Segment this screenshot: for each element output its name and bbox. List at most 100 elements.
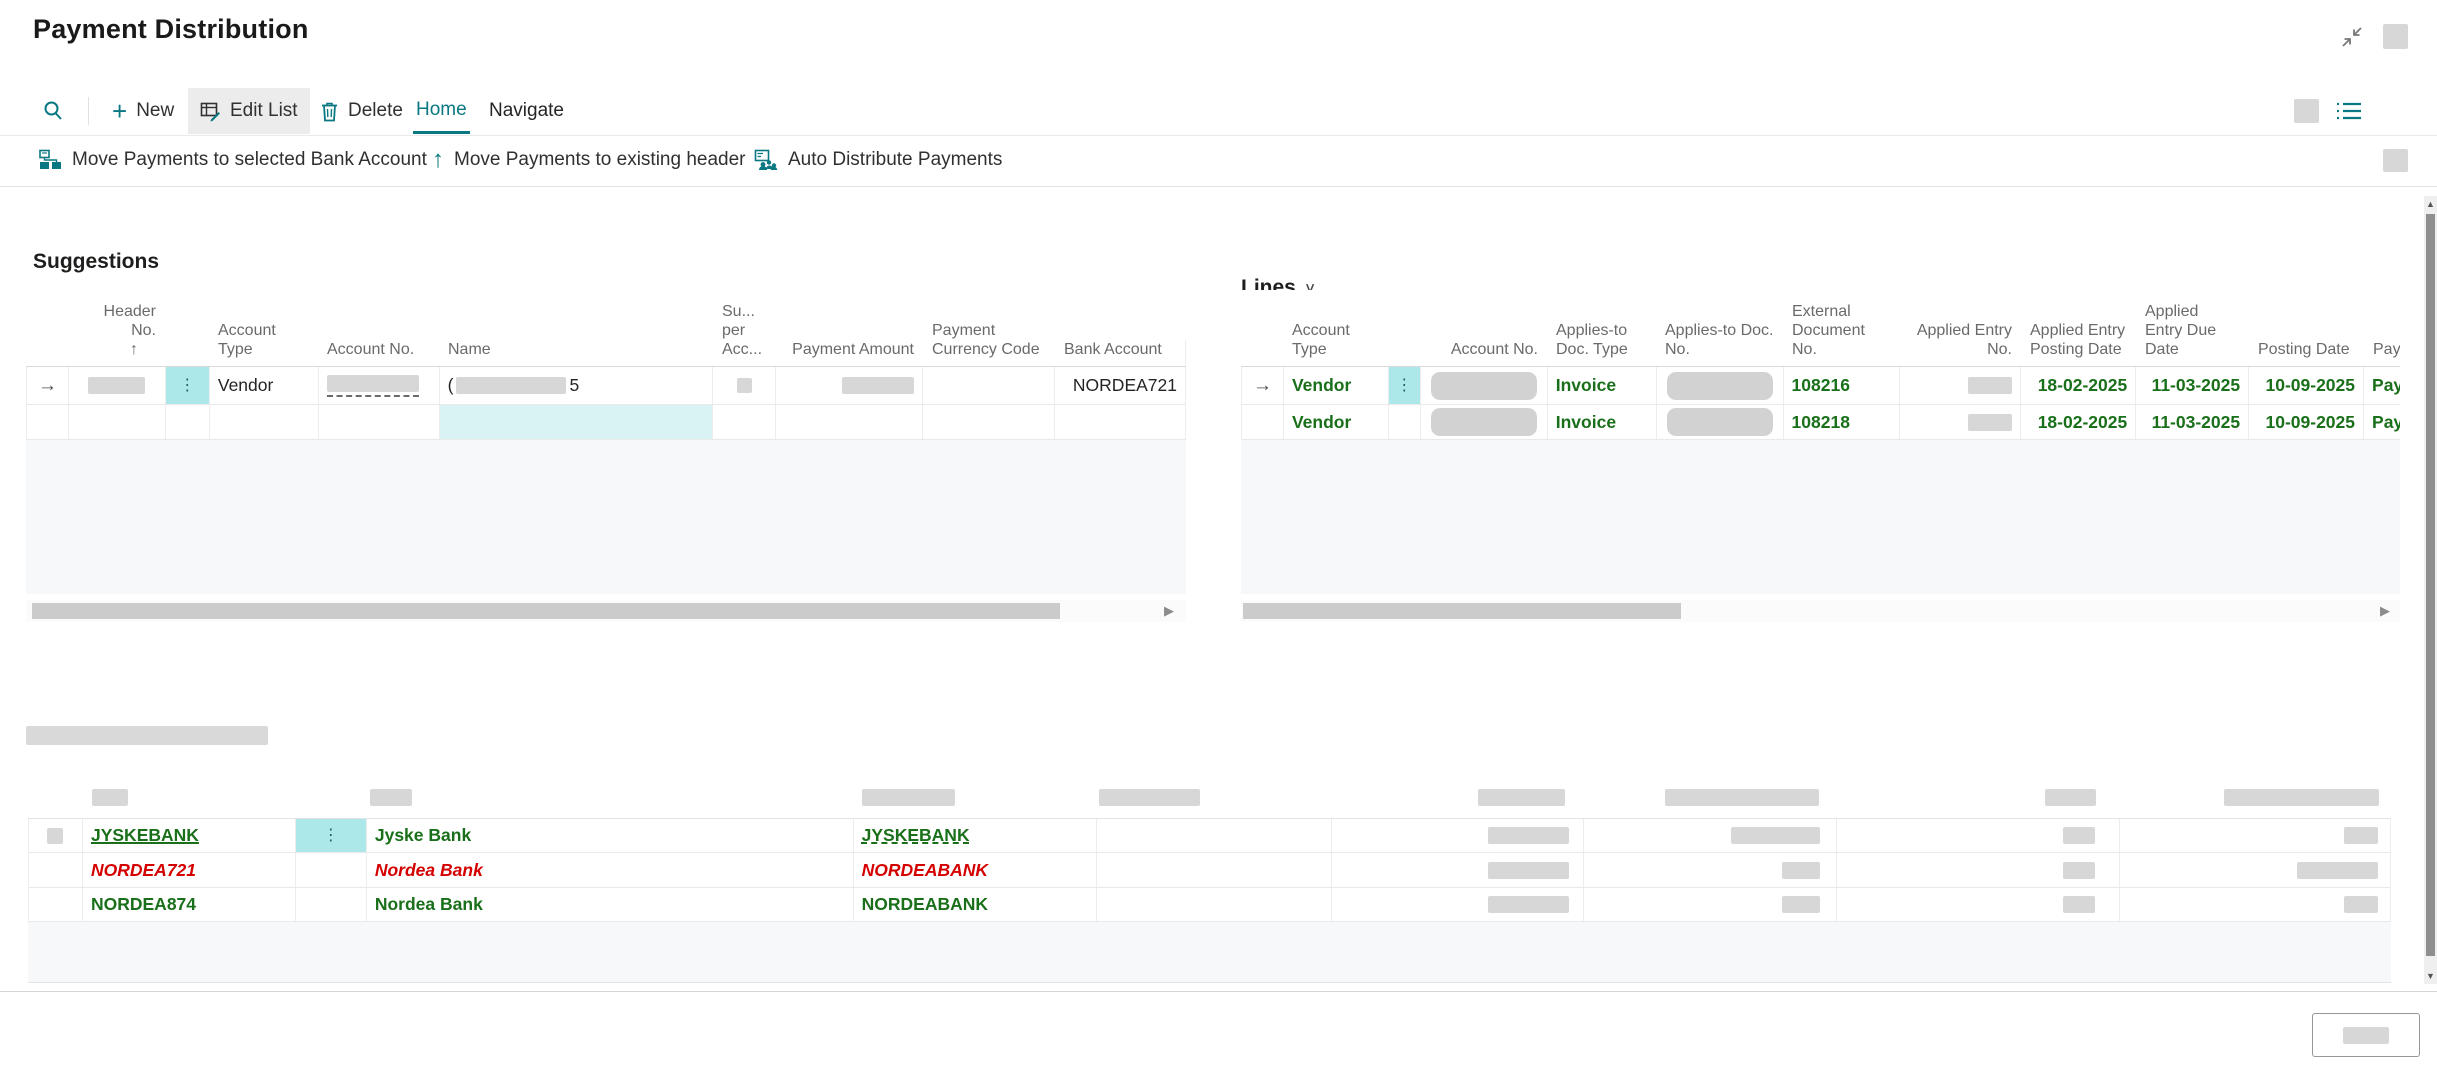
redacted-window-button[interactable] (2383, 24, 2408, 49)
applied-posting-date-cell[interactable]: 18-02-2025 (2021, 405, 2137, 439)
account-type-cell[interactable]: Vendor (1284, 405, 1389, 439)
external-doc-no-cell[interactable]: 108218 (1784, 405, 1901, 439)
external-doc-no-cell[interactable]: 108216 (1784, 367, 1901, 404)
bank-name-cell[interactable]: Nordea Bank (367, 888, 854, 921)
redacted-account-no (326, 374, 419, 392)
page-vscroll-thumb[interactable] (2426, 214, 2435, 956)
row-actions-cell[interactable]: ⋮ (1388, 367, 1421, 404)
name-cell[interactable]: ( 5 (440, 367, 714, 404)
suggestions-row-2[interactable] (26, 405, 1186, 440)
bank-account-cell[interactable]: NORDEA721 (1055, 367, 1186, 404)
suggestions-col-indicator (26, 359, 68, 366)
selected-name-cell[interactable] (439, 405, 714, 439)
redacted-column-header[interactable] (370, 789, 412, 806)
ellipsis-icon: ⋮ (179, 376, 196, 394)
suggestions-col-bank-account[interactable]: Bank Account (1055, 340, 1186, 366)
lines-row-1[interactable]: → Vendor ⋮ Invoice 108216 18-02-2025 11-… (1241, 367, 2400, 405)
scroll-right-icon[interactable]: ▶ (1164, 603, 1174, 618)
redacted-column-header[interactable] (1478, 789, 1565, 806)
bank-row-nordea721[interactable]: NORDEA721 Nordea Bank NORDEABANK (28, 853, 2391, 888)
scroll-right-icon[interactable]: ▶ (2380, 603, 2390, 618)
applied-due-date-cell[interactable]: 11-03-2025 (2136, 367, 2250, 404)
row-actions-cell[interactable]: ⋮ (165, 367, 210, 404)
account-no-cell[interactable] (319, 367, 440, 404)
lines-col-account-no[interactable]: Account No. (1450, 341, 1538, 358)
bank-name-cell[interactable]: Nordea Bank (367, 853, 854, 887)
lines-col-external-doc-no[interactable]: External Document No. (1792, 303, 1865, 358)
bank-code-cell[interactable]: JYSKEBANK (83, 819, 296, 852)
posting-date-cell[interactable]: 10-09-2025 (2249, 367, 2365, 404)
search-button[interactable] (30, 88, 76, 134)
bank-name-cell[interactable]: Jyske Bank (367, 819, 854, 852)
doc-type-cell[interactable]: Invoice (1548, 405, 1657, 439)
lines-hscroll-thumb[interactable] (1243, 603, 1681, 619)
redacted-column-header[interactable] (2224, 789, 2379, 806)
redacted-checkbox[interactable] (736, 378, 752, 393)
row-actions-cell[interactable]: ⋮ (295, 819, 367, 852)
bank-row-nordea874[interactable]: NORDEA874 Nordea Bank NORDEABANK (28, 888, 2391, 922)
delete-button[interactable]: Delete (308, 88, 415, 134)
posting-date-cell[interactable]: 10-09-2025 (2249, 405, 2365, 439)
redacted-toolbar-button[interactable] (2294, 99, 2319, 123)
bank-row-jyskebank[interactable]: JYSKEBANK ⋮ Jyske Bank JYSKEBANK (28, 819, 2391, 853)
lines-col-payment[interactable]: Payr (2373, 341, 2400, 358)
suggestions-col-payment-currency[interactable]: Payment Currency Code (932, 322, 1040, 358)
tab-home[interactable]: Home (413, 88, 470, 134)
payment-cell[interactable]: Pay (2372, 411, 2400, 432)
suggestions-col-payment-amount[interactable]: Payment Amount (792, 341, 914, 358)
edit-list-button[interactable]: Edit List (188, 88, 310, 134)
suggestions-hscrollbar[interactable]: ▶ (26, 600, 1186, 622)
suggestions-col-header-no[interactable]: Header No. ↑ (103, 303, 156, 358)
lines-row-2[interactable]: Vendor Invoice 108218 18-02-2025 11-03-2… (1241, 405, 2400, 440)
redacted-column-header[interactable] (92, 789, 128, 806)
lines-col-applied-entry-no[interactable]: Applied Entry No. (1916, 322, 2012, 358)
auto-distribute-label: Auto Distribute Payments (788, 149, 1003, 170)
bank-code-cell[interactable]: NORDEA721 (83, 853, 296, 887)
payment-currency-cell[interactable] (923, 367, 1056, 404)
bank-code-cell[interactable]: NORDEA874 (83, 888, 296, 921)
lines-col-applies-doc-no[interactable]: Applies-to Doc. No. (1665, 322, 1774, 358)
scroll-down-icon[interactable]: ▼ (2426, 971, 2435, 981)
lines-col-account-type[interactable]: Account Type (1292, 322, 1350, 358)
bank-branch-code-cell[interactable]: NORDEABANK (854, 888, 1097, 921)
redacted-value (2063, 861, 2096, 879)
redacted-account-no (1430, 371, 1537, 400)
redacted-action-button[interactable] (2383, 149, 2408, 172)
doc-type-cell[interactable]: Invoice (1548, 367, 1657, 404)
move-payments-to-header-button[interactable]: ↑ Move Payments to existing header (432, 135, 746, 185)
scroll-up-icon[interactable]: ▲ (2426, 199, 2435, 209)
new-button[interactable]: + New (100, 88, 186, 134)
lines-col-applied-due-date[interactable]: Applied Entry Due Date (2145, 303, 2217, 358)
account-type-cell[interactable]: Vendor (210, 367, 319, 404)
suggestions-col-account-no[interactable]: Account No. (327, 341, 415, 358)
suggestions-col-sum-per-acc[interactable]: Su... per Acc... (722, 303, 763, 358)
account-type-cell[interactable]: Vendor (1284, 367, 1389, 404)
redacted-column-header[interactable] (2045, 789, 2096, 806)
bank-branch-code-cell[interactable]: NORDEABANK (854, 853, 1097, 887)
view-options-icon[interactable] (2336, 99, 2362, 123)
suggestions-hscroll-thumb[interactable] (32, 603, 1060, 619)
bank-branch-code-cell[interactable]: JYSKEBANK (854, 819, 1097, 852)
page-vscrollbar[interactable]: ▲ ▼ (2424, 196, 2437, 984)
delete-button-label: Delete (348, 100, 403, 121)
redacted-dialog-button[interactable] (2312, 1013, 2420, 1057)
redacted-column-header[interactable] (1099, 789, 1200, 806)
suggestions-row-1[interactable]: → ⋮ Vendor ( 5 NORDEA721 (26, 367, 1186, 405)
tab-navigate[interactable]: Navigate (486, 88, 567, 134)
applied-posting-date-cell[interactable]: 18-02-2025 (2021, 367, 2137, 404)
lines-col-applies-doc-type[interactable]: Applies-to Doc. Type (1556, 322, 1628, 358)
lines-col-applied-posting-date[interactable]: Applied Entry Posting Date (2030, 322, 2126, 358)
move-payments-to-bank-button[interactable]: Move Payments to selected Bank Account (38, 135, 427, 185)
suggestions-col-account-type[interactable]: Account Type (218, 322, 276, 358)
ellipsis-icon: ⋮ (1396, 376, 1413, 394)
applied-due-date-cell[interactable]: 11-03-2025 (2136, 405, 2250, 439)
suggestions-col-name[interactable]: Name (448, 341, 491, 358)
redacted-column-header[interactable] (1665, 789, 1819, 806)
redacted-row-indicator (47, 827, 64, 844)
auto-distribute-button[interactable]: Auto Distribute Payments (754, 135, 1002, 185)
redacted-column-header[interactable] (862, 789, 955, 806)
lines-col-posting-date[interactable]: Posting Date (2258, 341, 2350, 358)
collapse-icon[interactable] (2339, 24, 2365, 50)
lines-hscrollbar[interactable]: ▶ (1241, 600, 2400, 622)
payment-cell[interactable]: Pay (2372, 375, 2400, 395)
